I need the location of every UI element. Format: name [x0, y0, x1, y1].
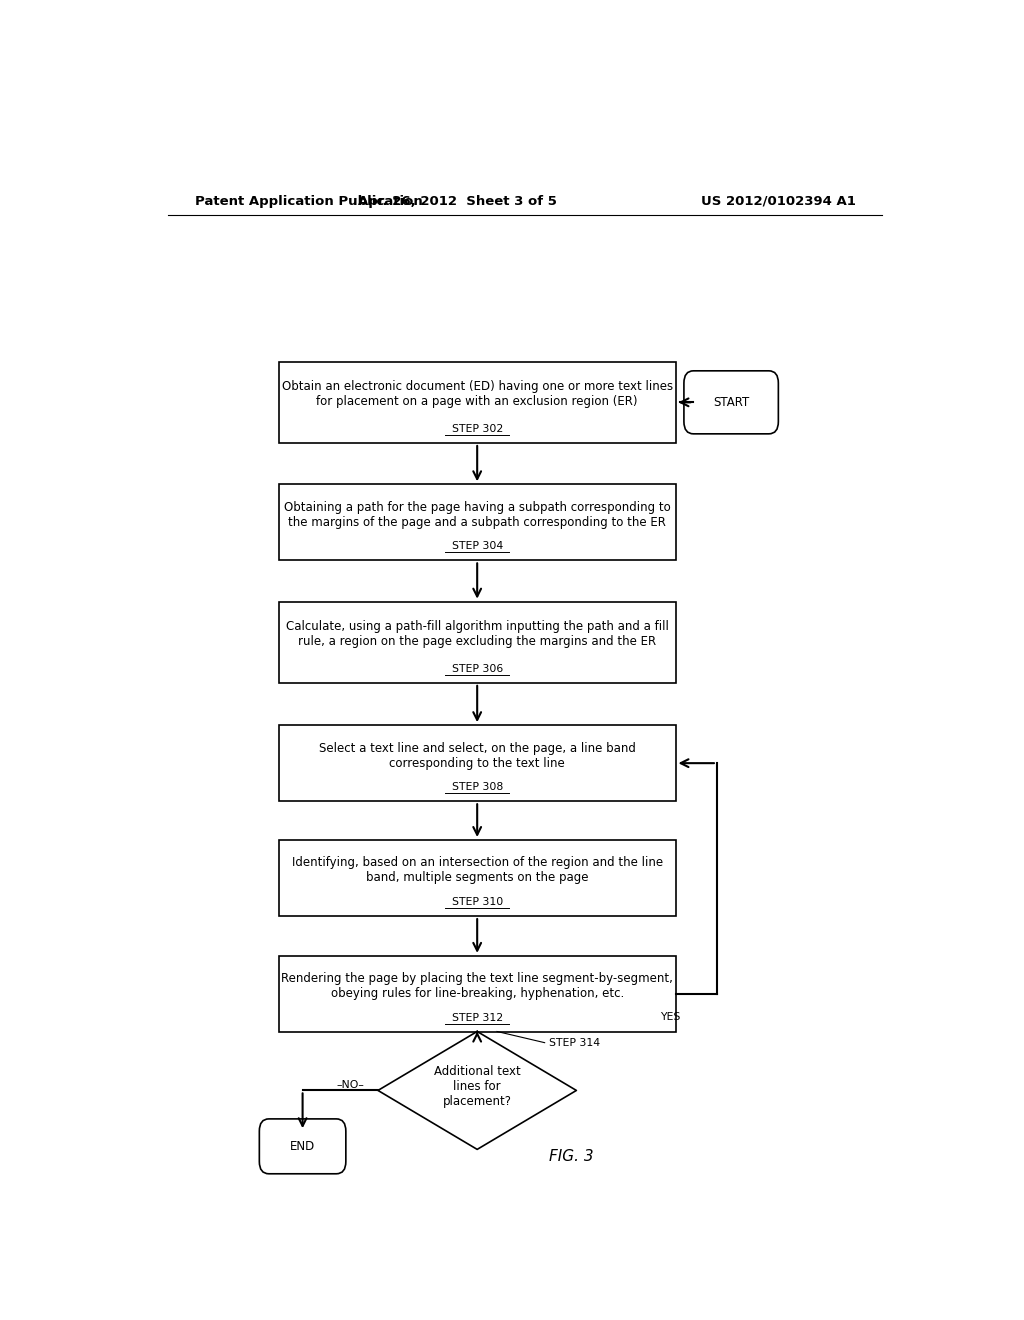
Bar	[279, 484, 676, 561]
Text: STEP 308: STEP 308	[452, 783, 503, 792]
Text: STEP 306: STEP 306	[452, 664, 503, 673]
Text: STEP 314: STEP 314	[549, 1038, 600, 1048]
Text: Obtain an electronic document (ED) having one or more text lines
for placement o: Obtain an electronic document (ED) havin…	[282, 380, 673, 408]
Text: Apr. 26, 2012  Sheet 3 of 5: Apr. 26, 2012 Sheet 3 of 5	[358, 194, 557, 207]
Text: FIG. 3: FIG. 3	[549, 1148, 593, 1164]
Text: –NO–: –NO–	[337, 1080, 365, 1090]
FancyBboxPatch shape	[684, 371, 778, 434]
Text: Select a text line and select, on the page, a line band
corresponding to the tex: Select a text line and select, on the pa…	[318, 742, 636, 770]
Text: Obtaining a path for the page having a subpath corresponding to
the margins of t: Obtaining a path for the page having a s…	[284, 500, 671, 528]
Bar	[279, 602, 676, 682]
Bar	[279, 840, 676, 916]
Text: END: END	[290, 1140, 315, 1152]
Text: Patent Application Publication: Patent Application Publication	[196, 194, 423, 207]
Text: STEP 312: STEP 312	[452, 1012, 503, 1023]
Text: Rendering the page by placing the text line segment-by-segment,
obeying rules fo: Rendering the page by placing the text l…	[282, 973, 673, 1001]
Bar	[279, 725, 676, 801]
Text: YES: YES	[659, 1012, 680, 1022]
Text: STEP 302: STEP 302	[452, 424, 503, 434]
Text: STEP 304: STEP 304	[452, 541, 503, 552]
Bar	[279, 956, 676, 1032]
Text: Calculate, using a path-fill algorithm inputting the path and a fill
rule, a reg: Calculate, using a path-fill algorithm i…	[286, 620, 669, 648]
Bar	[279, 362, 676, 444]
FancyBboxPatch shape	[259, 1119, 346, 1173]
Text: STEP 310: STEP 310	[452, 898, 503, 907]
Text: Additional text
lines for
placement?: Additional text lines for placement?	[434, 1065, 520, 1107]
Text: START: START	[713, 396, 750, 409]
Text: Identifying, based on an intersection of the region and the line
band, multiple : Identifying, based on an intersection of…	[292, 857, 663, 884]
Text: US 2012/0102394 A1: US 2012/0102394 A1	[701, 194, 856, 207]
